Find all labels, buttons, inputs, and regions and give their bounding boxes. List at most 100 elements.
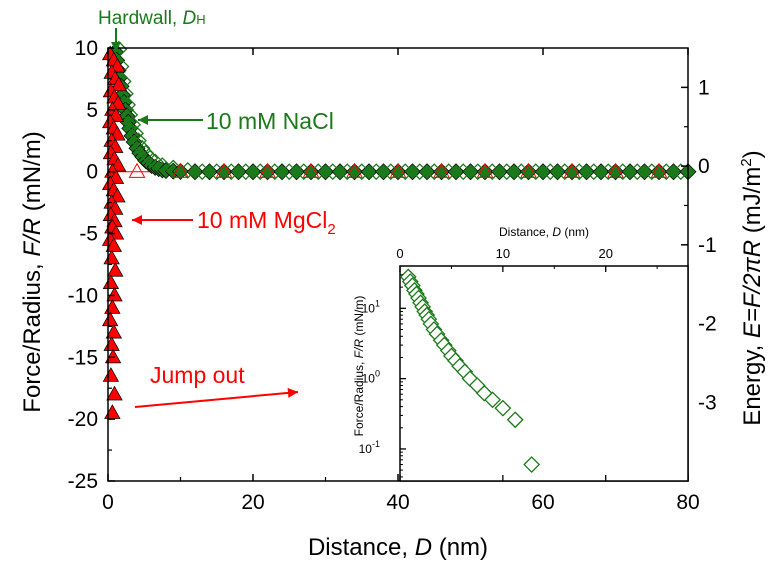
nacl-open-point (643, 163, 661, 181)
nacl-open-point (541, 163, 559, 181)
nacl-open-point (141, 149, 159, 167)
jump-out-label: Jump out (150, 362, 245, 388)
mgcl-open-point (650, 162, 668, 178)
y-tick-label: 10 (75, 37, 98, 60)
mgcl-open-point (433, 162, 450, 178)
mgcl-point (104, 404, 121, 419)
annotations (111, 28, 299, 408)
nacl-open-point (266, 163, 284, 181)
mgcl-open-point (563, 162, 581, 178)
nacl-label: 10 mM NaCl (206, 108, 334, 134)
hardwall-arrow-head (111, 42, 121, 52)
inset-y-tick-label: 101 (362, 298, 380, 315)
x-tick-label: 20 (241, 491, 264, 514)
nacl-open-point (133, 139, 151, 157)
nacl-open-point (208, 163, 226, 181)
y-tick-label: -25 (68, 470, 98, 493)
inset-nacl-point (523, 456, 541, 473)
inset-frame (399, 265, 689, 482)
nacl-open-point (469, 163, 487, 181)
inset-y-tick-exp: 1 (375, 298, 380, 308)
x-tick-label: 0 (102, 491, 114, 514)
nacl-open-point (367, 163, 385, 181)
y-tick-label: -10 (68, 284, 98, 307)
mgcl-open-point (302, 162, 320, 178)
mgcl-point (105, 237, 122, 252)
inset-y-tick-base: 10 (362, 301, 376, 315)
mgcl-point (102, 274, 120, 290)
y2-axis-label: Energy, E=F/2πR (mJ/m2) (738, 150, 766, 425)
nacl-open-point (599, 163, 617, 181)
nacl-open-point (116, 85, 134, 103)
inset-nacl-point (484, 391, 501, 409)
y2-tick-label: -1 (698, 234, 717, 257)
nacl-open-point (193, 163, 211, 181)
nacl-open-point (164, 159, 182, 177)
mgcl-point (103, 336, 120, 351)
nacl-open-point (411, 163, 429, 181)
nacl-open-point (127, 124, 144, 142)
nacl-open-point (130, 132, 147, 150)
nacl-open-point (280, 163, 298, 181)
nacl-open-point (483, 163, 501, 181)
inset-x-tick-label: 10 (496, 246, 510, 261)
nacl-open-point (382, 163, 400, 181)
mgcl-open-point (476, 162, 494, 178)
nacl-open-point (353, 163, 371, 181)
mgcl-point (101, 311, 119, 327)
inset-y-tick-base: 10 (362, 372, 376, 386)
mgcl-open-point (172, 162, 189, 178)
nacl-open-point (237, 163, 255, 181)
y2-tick-label: 0 (698, 155, 710, 178)
mgcl-open-point (128, 162, 146, 178)
mgcl-open-point (346, 162, 363, 178)
jump-out-arrow (134, 391, 299, 408)
nacl-open-point (585, 163, 603, 181)
inset-x-axis-label: Distance, D (nm) (499, 225, 589, 239)
nacl-open-point (251, 163, 269, 181)
nacl-open-point (614, 163, 632, 181)
nacl-open-point (628, 163, 646, 181)
nacl-arrow-head (138, 115, 148, 125)
y-tick-label: -15 (68, 346, 98, 369)
inset-y-tick-base: 10 (359, 442, 373, 456)
mgcl-arrow-head (132, 215, 142, 225)
x-tick-label: 40 (386, 491, 409, 514)
nacl-open-point (324, 163, 342, 181)
mgcl-point (102, 367, 120, 382)
nacl-open-point (153, 157, 171, 174)
mgcl-open-point (607, 162, 624, 178)
nacl-open-point (570, 163, 588, 181)
x-tick-label: 60 (531, 491, 554, 514)
y2-tick-label: -3 (698, 391, 717, 414)
y2-tick-label: 1 (698, 76, 710, 99)
jump-out-arrow-head (287, 387, 298, 398)
mgcl-point (110, 76, 128, 92)
nacl-open-point (672, 163, 690, 181)
mgcl-point (104, 299, 121, 314)
inset-y-tick-label: 100 (362, 369, 380, 386)
y-axis-label: Force/Radius, F/R (mN/m) (19, 131, 46, 412)
mgcl-point (103, 249, 120, 265)
nacl-open-point (425, 163, 443, 181)
inset-x-tick-label: 20 (598, 246, 612, 261)
nacl-open-point (440, 163, 458, 181)
y-tick-label: 5 (86, 99, 98, 122)
nacl-open-point (146, 153, 164, 171)
inset-nacl-point (506, 411, 524, 429)
hardwall-label: Hardwall, DH (98, 8, 206, 29)
mgcl-point (106, 385, 123, 401)
nacl-open-point (121, 106, 139, 124)
y-tick-label: 0 (86, 161, 98, 184)
nacl-open-point (119, 96, 136, 114)
nacl-open-point (338, 163, 356, 181)
nacl-open-point (556, 163, 574, 181)
nacl-open-point (512, 163, 530, 181)
nacl-open-point (498, 163, 516, 181)
x-tick-label: 80 (676, 491, 699, 514)
mgcl-point (106, 286, 123, 302)
nacl-open-point (396, 163, 414, 181)
x-axis-label: Distance, D (nm) (308, 534, 488, 561)
